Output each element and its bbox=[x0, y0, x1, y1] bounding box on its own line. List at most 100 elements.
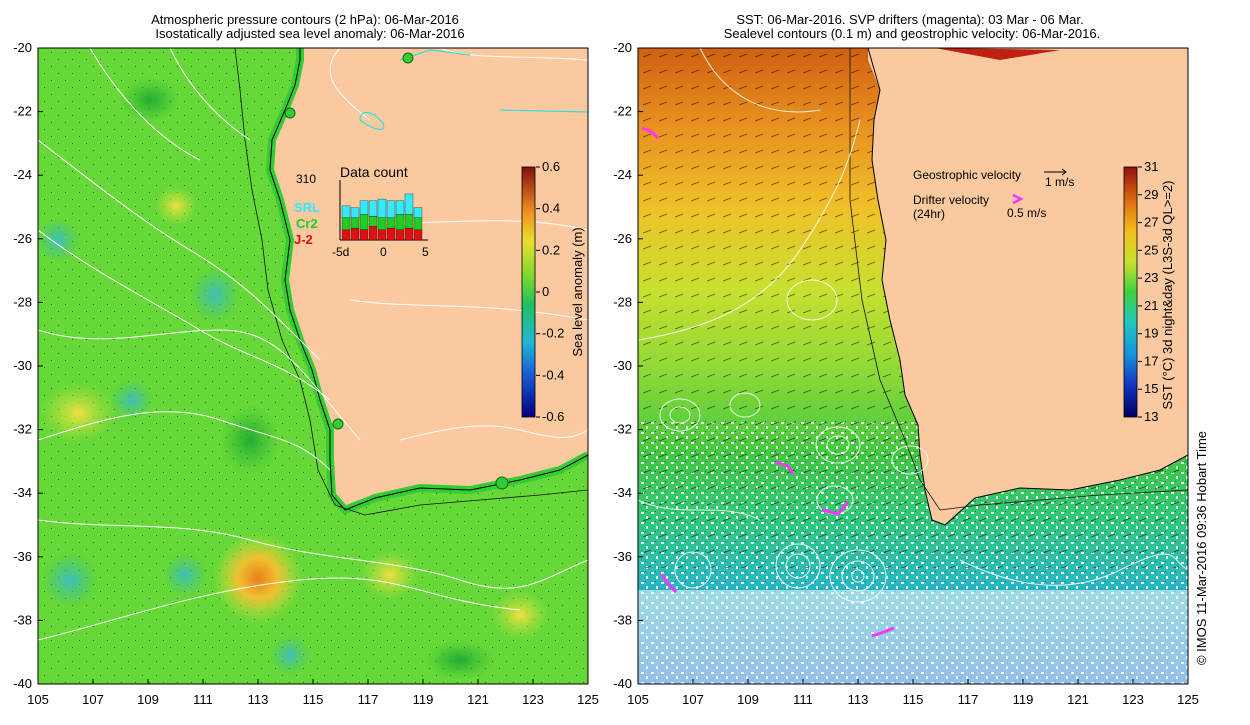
colorbar-tick-label: 15 bbox=[1144, 381, 1158, 396]
drifter-tracks bbox=[641, 126, 895, 638]
lat-tick-label: -20 bbox=[13, 40, 32, 55]
lon-tick-label: 105 bbox=[27, 692, 49, 707]
colorbar-tick-label: 17 bbox=[1144, 353, 1158, 368]
inset-bar-j2 bbox=[359, 229, 369, 241]
colorbar-tick-label: 0.2 bbox=[542, 242, 560, 257]
sla-low-anomaly bbox=[42, 552, 98, 608]
sealevel-contours bbox=[638, 48, 1188, 603]
lon-tick-label: 113 bbox=[848, 692, 869, 707]
lon-tick-label: 123 bbox=[1122, 692, 1144, 707]
data-count-title: Data count bbox=[340, 164, 408, 180]
inset-bar-j2 bbox=[368, 226, 378, 241]
inset-bar-j2 bbox=[386, 227, 396, 241]
lon-tick-label: 107 bbox=[682, 692, 704, 707]
lon-tick-label: 117 bbox=[958, 692, 979, 707]
lon-tick-label: 119 bbox=[1013, 692, 1034, 707]
drifter-arrow-icon bbox=[1012, 193, 1024, 205]
lon-tick-label: 125 bbox=[577, 692, 599, 707]
colorbar-tick-label: -0.2 bbox=[542, 326, 564, 341]
inset-bar-j2 bbox=[350, 227, 360, 241]
left-title-line1: Atmospheric pressure contours (2 hPa): 0… bbox=[151, 12, 459, 27]
coastline bbox=[269, 48, 588, 511]
lat-tick-label: -24 bbox=[13, 167, 32, 182]
lon-tick-label: 115 bbox=[903, 692, 924, 707]
inset-bar-srl bbox=[341, 205, 351, 218]
sla-peak-anomaly bbox=[213, 533, 303, 623]
lon-tick-label: 121 bbox=[467, 692, 489, 707]
right-lon-ticks: 105 107 109 111 113 115 117 119 121 123 125 bbox=[627, 679, 1199, 707]
tide-gauge-marker bbox=[402, 52, 414, 64]
colorbar-tick-label: 13 bbox=[1144, 409, 1158, 424]
inset-bar-srl bbox=[413, 207, 423, 218]
sst-colorbar-ticks: 31 29 27 25 23 21 19 17 15 13 bbox=[1138, 159, 1158, 424]
lon-tick-label: 109 bbox=[137, 692, 159, 707]
geostrophic-label: Geostrophic velocity bbox=[913, 168, 1021, 182]
legend-cr2: Cr2 bbox=[296, 216, 318, 231]
data-count-max: 310 bbox=[296, 172, 316, 186]
inset-xtick: 0 bbox=[380, 245, 387, 259]
right-title-line1: SST: 06-Mar-2016. SVP drifters (magenta)… bbox=[736, 12, 1083, 27]
legend-srl: SRL bbox=[294, 200, 320, 215]
left-title-line2: Isostatically adjusted sea level anomaly… bbox=[155, 26, 464, 41]
tide-gauge-marker bbox=[284, 107, 296, 119]
colorbar-tick-label: 27 bbox=[1144, 215, 1158, 230]
colorbar-tick-label: 19 bbox=[1144, 326, 1158, 341]
drifter-label: Drifter velocity bbox=[913, 193, 989, 207]
right-map bbox=[638, 48, 1188, 684]
inset-bar-cr2 bbox=[377, 217, 387, 230]
inset-bar-srl bbox=[368, 200, 378, 217]
inset-bar-j2 bbox=[395, 229, 405, 241]
tide-gauge-marker bbox=[495, 476, 509, 490]
lat-tick-label: -32 bbox=[13, 422, 32, 437]
coastline bbox=[867, 48, 1188, 526]
lon-tick-label: 119 bbox=[413, 692, 434, 707]
right-title-line2: Sealevel contours (0.1 m) and geostrophi… bbox=[724, 26, 1100, 41]
inset-bar-j2 bbox=[341, 229, 351, 241]
lat-tick-label: -38 bbox=[13, 612, 32, 627]
inset-bar-cr2 bbox=[359, 214, 369, 230]
inset-bar-j2 bbox=[413, 229, 423, 241]
lat-tick-label: -22 bbox=[613, 104, 632, 119]
inset-bar-cr2 bbox=[413, 217, 423, 230]
sla-colorbar-ticks: 0.6 0.4 0.2 0 -0.2 -0.4 -0.6 bbox=[536, 159, 564, 424]
inset-bar-cr2 bbox=[368, 215, 378, 227]
inset-xtick: -5d bbox=[332, 245, 349, 259]
inset-bar-srl bbox=[350, 207, 360, 218]
lon-tick-label: 121 bbox=[1067, 692, 1089, 707]
lat-tick-label: -40 bbox=[13, 676, 32, 691]
inset-bar-cr2 bbox=[350, 217, 360, 229]
left-map: 310 Data count SRL Cr2 J-2 -5d 0 5 bbox=[38, 48, 588, 684]
data-count-inset: 310 Data count SRL Cr2 J-2 -5d 0 5 bbox=[294, 164, 429, 259]
shelf-contour bbox=[849, 48, 1188, 511]
lon-tick-label: 125 bbox=[1177, 692, 1199, 707]
inset-bar-cr2 bbox=[386, 217, 396, 229]
colorbar-tick-label: -0.6 bbox=[542, 409, 564, 424]
colorbar-tick-label: 23 bbox=[1144, 270, 1158, 285]
inset-bar-srl bbox=[386, 200, 396, 218]
tide-gauge-marker bbox=[332, 418, 344, 430]
lon-tick-label: 109 bbox=[737, 692, 759, 707]
lon-tick-label: 111 bbox=[793, 692, 813, 707]
colorbar-tick-label: 0 bbox=[542, 284, 549, 299]
lat-tick-label: -34 bbox=[13, 485, 32, 500]
sla-high-anomaly bbox=[40, 383, 116, 443]
drifter-sub: (24hr) bbox=[913, 207, 945, 221]
lat-tick-label: -40 bbox=[613, 676, 632, 691]
legend-j2: J-2 bbox=[294, 232, 313, 247]
inset-bar-srl bbox=[359, 200, 369, 215]
lat-tick-label: -34 bbox=[613, 485, 632, 500]
colorbar-tick-label: 0.6 bbox=[542, 159, 560, 174]
lon-tick-label: 115 bbox=[303, 692, 324, 707]
lat-tick-label: -32 bbox=[613, 422, 632, 437]
inset-bar-srl bbox=[404, 193, 414, 215]
geostrophic-scale: 1 m/s bbox=[1045, 175, 1074, 189]
inset-xtick: 5 bbox=[422, 245, 429, 259]
colorbar-tick-label: 29 bbox=[1144, 187, 1158, 202]
lon-tick-label: 105 bbox=[627, 692, 649, 707]
inset-bars bbox=[341, 193, 423, 241]
inset-bar-cr2 bbox=[395, 214, 405, 230]
right-lat-ticks: -20 -22 -24 -26 -28 -30 -32 -34 -36 -38 -40 bbox=[613, 40, 643, 691]
colorbar-tick-label: 0.4 bbox=[542, 201, 560, 216]
inset-bar-srl bbox=[377, 198, 387, 218]
